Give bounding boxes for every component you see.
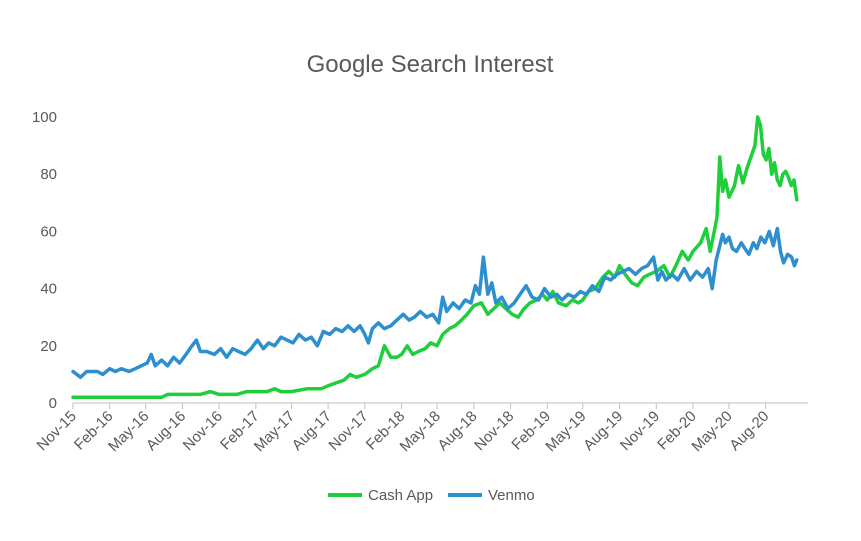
chart-title: Google Search Interest bbox=[307, 51, 554, 78]
series-line-cash-app bbox=[71, 115, 799, 400]
x-tick-label: May-18 bbox=[397, 408, 444, 455]
y-tick-label: 20 bbox=[40, 338, 57, 355]
x-tick-label: Nov-16 bbox=[180, 408, 226, 454]
y-tick-label: 100 bbox=[32, 109, 57, 126]
x-tick-label: May-16 bbox=[105, 408, 152, 455]
x-axis-ticks: Nov-15Feb-16May-16Aug-16Nov-16Feb-17May-… bbox=[34, 403, 773, 455]
x-tick-label: Aug-18 bbox=[434, 408, 480, 454]
x-tick-label: Aug-16 bbox=[143, 408, 189, 454]
y-axis-ticks: 0 20 40 60 80 100 bbox=[32, 109, 57, 412]
series-lines bbox=[71, 115, 799, 400]
x-tick-label: May-19 bbox=[542, 408, 589, 455]
x-tick-label: Aug-19 bbox=[580, 408, 626, 454]
series-line-venmo bbox=[71, 226, 799, 380]
x-tick-label: Aug-20 bbox=[726, 408, 772, 454]
x-tick-label: Nov-18 bbox=[471, 408, 517, 454]
y-tick-label: 60 bbox=[40, 223, 57, 240]
x-tick-label: Nov-15 bbox=[34, 408, 80, 454]
x-tick-label: Aug-17 bbox=[289, 408, 335, 454]
x-tick-label: Nov-17 bbox=[325, 408, 371, 454]
legend: Cash App Venmo bbox=[328, 487, 535, 504]
x-tick-label: Nov-19 bbox=[617, 408, 663, 454]
legend-label: Cash App bbox=[368, 487, 433, 504]
x-tick-label: May-20 bbox=[688, 408, 735, 455]
y-tick-label: 40 bbox=[40, 281, 57, 298]
y-tick-label: 80 bbox=[40, 166, 57, 183]
legend-label: Venmo bbox=[488, 487, 535, 504]
y-tick-label: 0 bbox=[49, 395, 57, 412]
x-tick-label: May-17 bbox=[251, 408, 298, 455]
